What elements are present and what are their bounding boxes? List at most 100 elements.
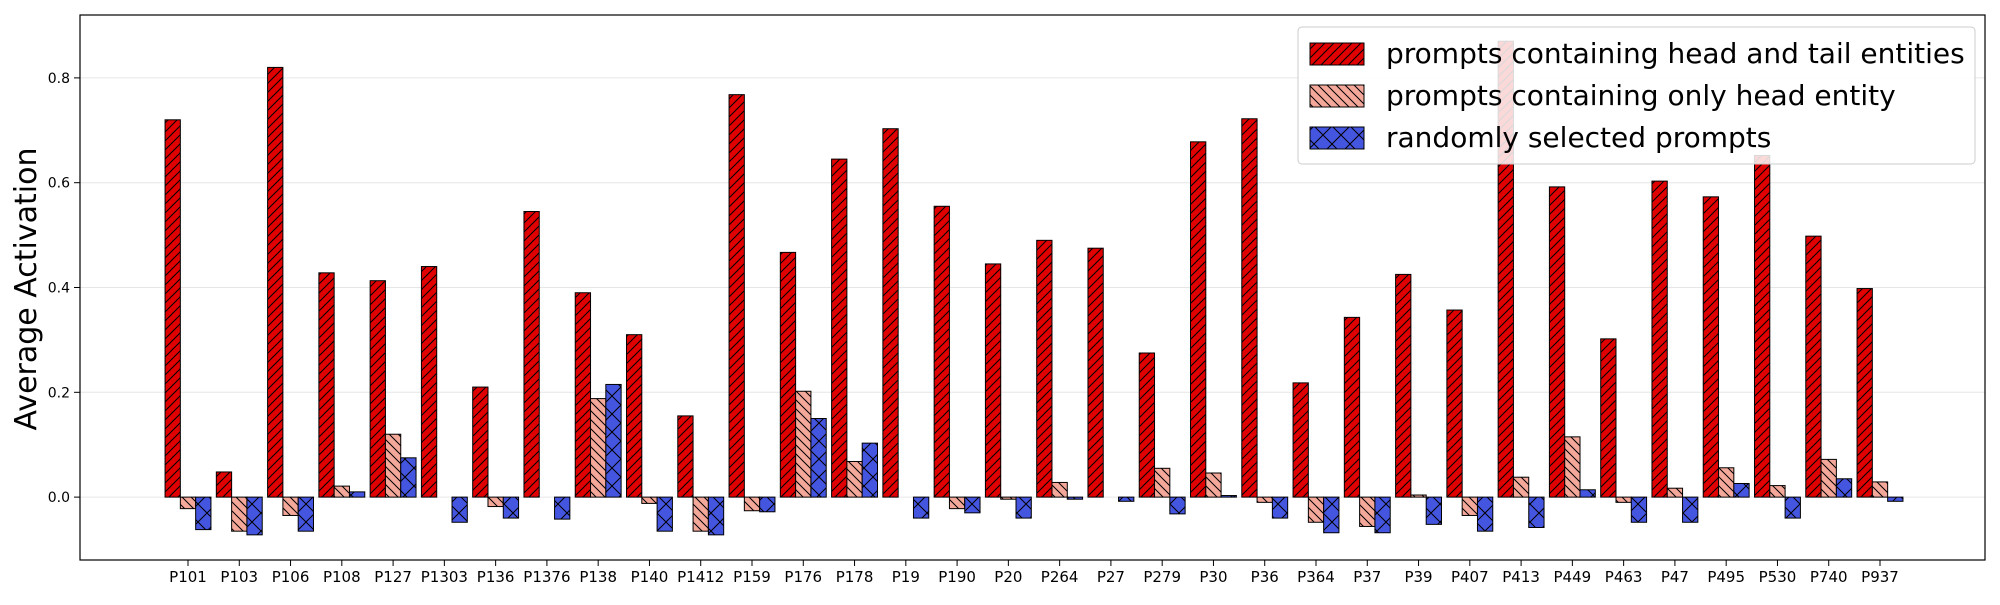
x-tick-label: P264 — [1041, 568, 1079, 586]
bar — [1564, 436, 1581, 498]
bar — [554, 496, 571, 520]
bar — [246, 496, 263, 536]
bar — [1733, 482, 1750, 498]
x-tick-label: P176 — [784, 568, 822, 586]
bar — [1051, 481, 1068, 498]
bar — [1651, 180, 1668, 498]
bar — [1548, 186, 1566, 498]
axes: 0.0 0.2 0.4 0.6 0.8 P101 P103 P106 P108 P127 P1303… — [48, 14, 1986, 586]
x-tick-label: P47 — [1661, 568, 1689, 586]
x-tick-label: P1412 — [677, 568, 724, 586]
x-tick-label: P19 — [892, 568, 920, 586]
bar — [267, 66, 284, 498]
bar — [420, 266, 438, 498]
x-tick-label: P413 — [1502, 568, 1540, 586]
bar — [1307, 496, 1325, 523]
bar — [759, 496, 776, 513]
x-tick-label: P463 — [1605, 568, 1643, 586]
bar — [1425, 496, 1442, 525]
bar — [1205, 472, 1222, 498]
legend-label: prompts containing head and tail entitie… — [1386, 37, 1965, 70]
plot-frame — [79, 14, 1986, 561]
legend: prompts containing head and tail entitie… — [1297, 26, 1976, 165]
x-tick-label: P449 — [1554, 568, 1592, 586]
x-tick-label: P364 — [1297, 568, 1335, 586]
x-tick-label: P103 — [220, 568, 258, 586]
x-tick-label: P279 — [1143, 568, 1181, 586]
x-tick-label: P39 — [1404, 568, 1432, 586]
bar — [1600, 338, 1617, 498]
bar — [1271, 496, 1289, 519]
bar — [1682, 496, 1699, 523]
bar — [1446, 309, 1463, 498]
x-tick-label: P937 — [1861, 568, 1899, 586]
bar — [1220, 495, 1237, 498]
x-tick-label: P140 — [631, 568, 669, 586]
bar — [297, 496, 314, 532]
x-tick-label: P37 — [1353, 568, 1381, 586]
bar — [810, 418, 827, 498]
x-tick-label: P127 — [374, 568, 412, 586]
bar — [1630, 496, 1648, 523]
bar — [1666, 487, 1684, 498]
bar — [451, 496, 468, 523]
bar — [231, 496, 248, 532]
bar — [1784, 496, 1801, 519]
bar — [1036, 239, 1053, 498]
bar — [1000, 496, 1017, 500]
y-tick-label: 0.4 — [48, 281, 70, 297]
legend-swatch — [1309, 84, 1365, 108]
x-tick-label: P27 — [1097, 568, 1125, 586]
bar — [882, 128, 899, 498]
x-tick-label: P190 — [938, 568, 976, 586]
bar — [1528, 496, 1545, 529]
y-axis-label: Average Activation — [9, 148, 44, 431]
bar — [164, 119, 181, 498]
x-tick-label: P138 — [579, 568, 617, 586]
bar — [590, 398, 607, 498]
x-tick-label: P178 — [836, 568, 874, 586]
bar — [1512, 476, 1530, 498]
legend-label: prompts containing only head entity — [1386, 79, 1896, 112]
bar — [1066, 496, 1084, 500]
x-tick-label: P30 — [1199, 568, 1227, 586]
bar — [1190, 141, 1207, 498]
bar — [728, 94, 745, 498]
bar — [677, 415, 694, 498]
bar — [846, 460, 863, 498]
x-tick-label: P1376 — [523, 568, 570, 586]
bar — [282, 496, 299, 516]
bar — [743, 496, 761, 512]
bar — [1138, 352, 1156, 498]
bar — [1835, 478, 1853, 498]
bar — [656, 496, 673, 532]
bar — [1856, 288, 1873, 498]
y-tick-label: 0.2 — [48, 385, 70, 401]
bar — [1241, 118, 1258, 498]
bar — [472, 386, 489, 498]
bar — [1615, 496, 1632, 503]
x-tick-label: P740 — [1810, 568, 1848, 586]
bar — [369, 280, 386, 498]
bar — [605, 383, 622, 498]
bar — [626, 334, 643, 498]
bar — [707, 496, 725, 536]
x-tick-label: P530 — [1759, 568, 1797, 586]
bar — [1395, 273, 1412, 498]
bar — [502, 496, 520, 519]
x-tick-label: P407 — [1451, 568, 1489, 586]
bar — [948, 496, 966, 510]
legend-label: randomly selected prompts — [1386, 121, 1771, 154]
legend-swatch — [1309, 42, 1365, 66]
bar — [795, 390, 812, 498]
bars — [164, 40, 1904, 536]
bar — [964, 496, 981, 514]
legend-box — [1297, 26, 1976, 165]
bar — [1718, 467, 1735, 498]
legend-swatch — [1309, 126, 1365, 150]
bar — [1476, 496, 1494, 532]
x-tick-label: P1303 — [421, 568, 468, 586]
bar — [1359, 496, 1376, 527]
